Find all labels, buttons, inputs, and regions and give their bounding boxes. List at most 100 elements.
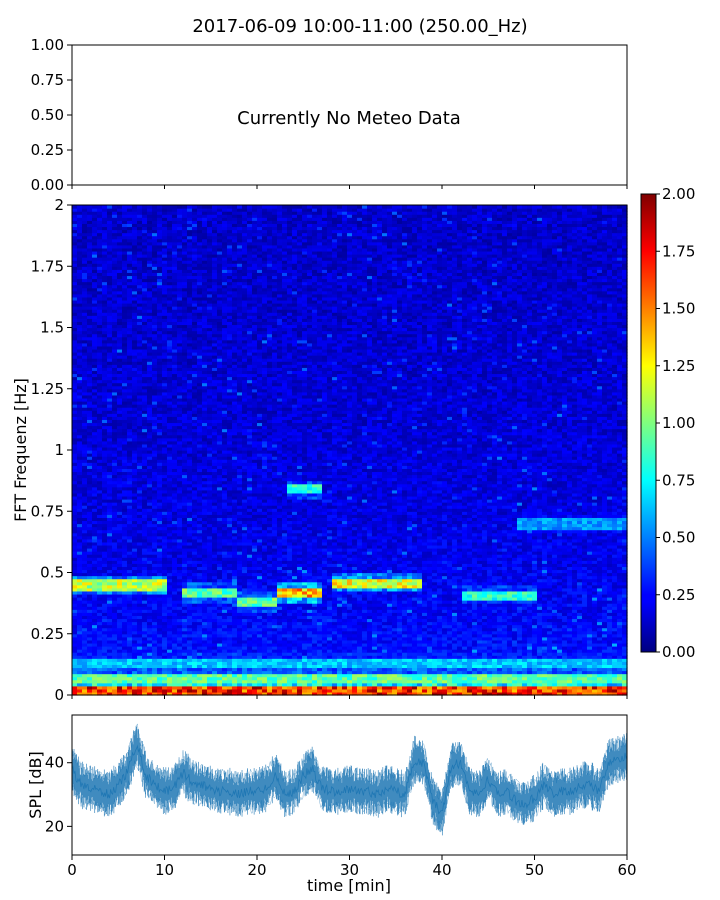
spectrogram-cell — [137, 541, 143, 546]
spectrogram-cell — [122, 275, 128, 280]
spectrogram-cell — [92, 358, 98, 362]
spectrogram-cell — [87, 563, 93, 567]
spectrogram-cell — [112, 241, 118, 246]
spectrogram-cell — [87, 636, 93, 641]
spectrogram-cell — [147, 691, 153, 696]
spectrogram-cell — [77, 345, 83, 350]
spectrogram-cell — [87, 661, 93, 665]
spectrogram-cell — [72, 523, 78, 528]
spectrogram-cell — [102, 394, 108, 399]
spectrogram-cell — [107, 615, 113, 620]
spectrogram-cell — [142, 557, 148, 561]
spectrogram-cell — [72, 627, 78, 632]
spectrogram-cell — [152, 685, 158, 690]
spectrogram-cell — [72, 548, 78, 552]
spectrogram-cell — [77, 560, 83, 564]
spectrogram-cell — [127, 615, 133, 620]
spectrogram-cell — [147, 364, 153, 368]
spectrogram-cell — [102, 554, 108, 558]
spectrogram-cell — [82, 563, 88, 567]
spectrogram-cell — [127, 590, 133, 595]
spectrogram-cell — [142, 220, 148, 224]
spectrogram-cell — [92, 606, 98, 610]
spectrogram-cell — [87, 397, 93, 402]
spectrogram-cell — [112, 303, 118, 307]
spectrogram-cell — [112, 330, 118, 335]
spectrogram-cell — [147, 413, 153, 417]
spectrogram-cell — [117, 263, 123, 267]
spectrogram-cell — [72, 266, 78, 270]
spectrogram-cell — [147, 560, 153, 564]
spectrogram-cell — [132, 425, 138, 430]
spectrogram-cell — [92, 440, 98, 445]
spectrogram-cell — [137, 401, 143, 405]
spectrogram-cell — [122, 367, 128, 371]
spectrogram-cell — [72, 655, 78, 659]
spectrogram-cell — [137, 214, 143, 218]
spectrogram-cell — [112, 636, 118, 641]
spectrogram-cell — [107, 281, 113, 286]
spectrogram-cell — [117, 517, 123, 522]
spectrogram-cell — [147, 376, 153, 381]
spectrogram-cell — [92, 624, 98, 629]
spectrogram-cell — [127, 551, 133, 555]
spectrogram-cell — [107, 315, 113, 319]
spectrogram-cell — [82, 443, 88, 448]
spectrogram-cell — [92, 388, 98, 393]
spectrogram-cell — [92, 260, 98, 264]
spectrogram-cell — [142, 670, 148, 675]
spectrogram-cell — [92, 336, 98, 341]
spectrogram-cell — [112, 499, 118, 503]
spectrogram-cell — [87, 459, 93, 463]
spectrogram-cell — [77, 646, 83, 650]
spectrogram-cell — [107, 299, 113, 304]
spectrogram-cell — [97, 352, 103, 356]
spectrogram-cell — [132, 250, 138, 255]
spectrogram-cell — [117, 600, 123, 604]
spectrogram-cell — [147, 557, 153, 561]
spectrogram-cell — [92, 486, 98, 491]
spectrogram-cell — [127, 587, 133, 592]
spectrogram-cell — [97, 572, 103, 577]
spectrogram-cell — [142, 416, 148, 420]
spectrogram-cell — [77, 474, 83, 479]
spectrogram-cell — [137, 618, 143, 623]
spectrogram-cell — [127, 535, 133, 540]
spectrogram-cell — [77, 315, 83, 319]
spectrogram-cell — [97, 646, 103, 650]
spectrogram-cell — [122, 563, 128, 567]
spectrogram-cell — [112, 600, 118, 604]
spectrogram-cell — [112, 517, 118, 522]
spectrogram-cell — [137, 284, 143, 289]
spectrogram-cell — [92, 627, 98, 632]
spectrogram-cell — [147, 572, 153, 577]
spectrogram-cell — [97, 532, 103, 537]
spectrogram-cell — [147, 505, 153, 509]
spectrogram-cell — [97, 394, 103, 399]
spectrogram-cell — [97, 560, 103, 564]
spectrogram-cell — [102, 266, 108, 270]
spectrogram-cell — [137, 278, 143, 283]
spectrogram-cell — [152, 688, 158, 693]
spectrogram-cell — [92, 312, 98, 316]
spectrogram-cell — [122, 266, 128, 270]
spectrogram-cell — [117, 477, 123, 482]
spectrogram-cell — [127, 691, 133, 696]
spectrogram-cell — [77, 624, 83, 629]
spectrogram-cell — [97, 621, 103, 626]
spectrogram-cell — [122, 593, 128, 598]
spectrogram-cell — [92, 636, 98, 641]
spectrogram-cell — [122, 606, 128, 610]
spectrogram-cell — [87, 456, 93, 460]
spectrogram-cell — [137, 642, 143, 647]
spectrogram-cell — [137, 523, 143, 528]
spectrogram-cell — [147, 514, 153, 518]
spectrogram-cell — [107, 217, 113, 221]
spectrogram-cell — [72, 260, 78, 264]
spectrogram-cell — [102, 615, 108, 620]
spectrogram-cell — [107, 551, 113, 555]
spectrogram-cell — [132, 462, 138, 466]
spectrogram-cell — [102, 419, 108, 424]
spectrogram-cell — [77, 450, 83, 454]
spectrogram-cell — [112, 410, 118, 414]
